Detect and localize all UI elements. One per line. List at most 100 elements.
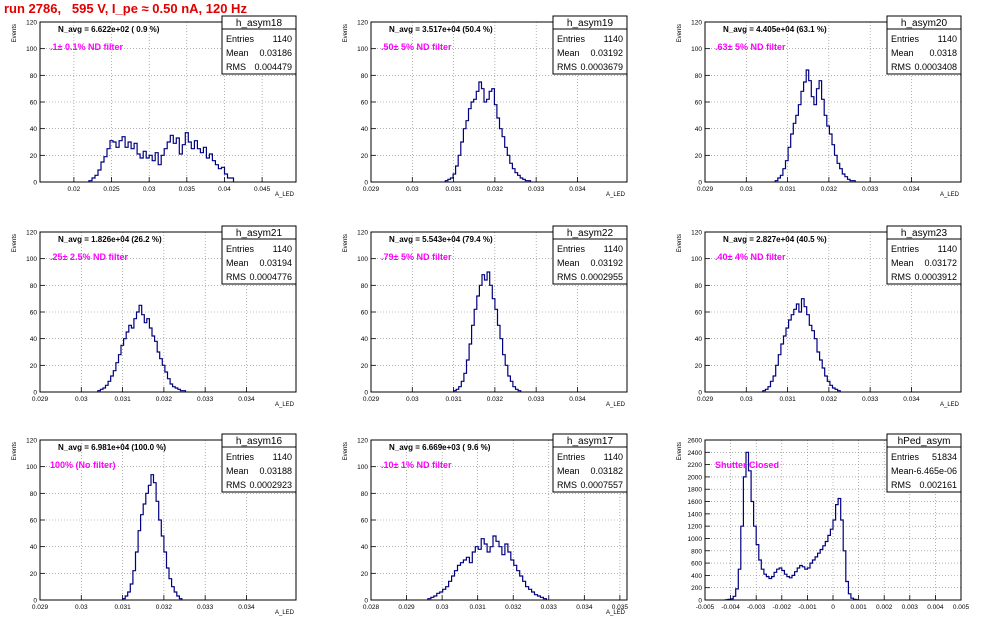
stats-label-entries: Entries (226, 34, 255, 44)
y-tick-label: 40 (361, 544, 369, 551)
x-tick-label: 0.029 (363, 396, 380, 403)
x-tick-label: 0.033 (197, 604, 214, 611)
stats-box (886, 433, 962, 493)
y-tick-label: 40 (361, 336, 369, 343)
stats-box (552, 433, 628, 493)
y-axis-title: Events (12, 234, 18, 252)
y-tick-label: 20 (695, 363, 703, 370)
y-axis-title: Events (12, 24, 18, 42)
y-tick-label: 20 (30, 153, 38, 160)
y-tick-label: 100 (357, 46, 368, 53)
stats-label-rms: RMS (557, 480, 577, 490)
x-tick-label: 0.034 (576, 604, 593, 611)
y-tick-label: 600 (691, 561, 702, 568)
stats-value-entries: 1140 (938, 34, 957, 44)
x-tick-label: 0.034 (903, 396, 920, 403)
y-axis-title: Events (677, 24, 683, 42)
stats-label-entries: Entries (557, 452, 586, 462)
x-tick-label: 0.033 (541, 604, 558, 611)
y-tick-label: 800 (691, 548, 702, 555)
filter-label: .25± 2.5% ND filter (50, 252, 128, 262)
stats-value-entries: 1140 (604, 34, 623, 44)
y-tick-label: 2400 (688, 450, 703, 457)
y-tick-label: 2200 (688, 462, 703, 469)
n-avg-label: N_avg = 3.517e+04 (50.4 %) (389, 25, 493, 34)
x-tick-label: 0.03 (406, 396, 419, 403)
y-tick-label: 0 (33, 180, 37, 187)
stats-label-rms: RMS (891, 480, 911, 490)
x-tick-label: 0.029 (363, 186, 380, 193)
x-tick-label: 0.03 (406, 186, 419, 193)
x-tick-label: 0.004 (927, 604, 944, 611)
y-tick-label: 0 (33, 390, 37, 397)
stats-box (221, 15, 297, 75)
y-tick-label: 1200 (688, 524, 703, 531)
y-tick-label: 60 (695, 100, 703, 107)
x-tick-label: 0.032 (156, 396, 173, 403)
y-tick-label: 120 (691, 230, 702, 237)
y-tick-label: 100 (26, 46, 37, 53)
y-tick-label: 80 (361, 491, 369, 498)
stats-box (221, 433, 297, 493)
y-tick-label: 60 (361, 100, 369, 107)
x-tick-label: 0.02 (68, 186, 81, 193)
stats-box (886, 15, 962, 75)
x-axis-title: A_LED (275, 610, 295, 616)
y-tick-label: 100 (691, 256, 702, 263)
y-tick-label: 80 (30, 283, 38, 290)
y-tick-label: 80 (361, 73, 369, 80)
histogram-name: hPed_asym (898, 436, 951, 447)
y-tick-label: 20 (361, 153, 369, 160)
stats-label-rms: RMS (226, 272, 246, 282)
y-axis-title: Events (343, 442, 349, 460)
y-tick-label: 0 (698, 180, 702, 187)
y-tick-label: 2000 (688, 474, 703, 481)
filter-label: Shutter Closed (715, 460, 779, 470)
x-axis-title: A_LED (275, 402, 295, 408)
x-tick-label: 0.03 (740, 396, 753, 403)
x-tick-label: 0.033 (197, 396, 214, 403)
n-avg-label: N_avg = 4.405e+04 (63.1 %) (723, 25, 827, 34)
histogram-name: h_asym22 (567, 228, 614, 239)
y-tick-label: 120 (26, 230, 37, 237)
y-tick-label: 120 (357, 230, 368, 237)
stats-label-entries: Entries (557, 34, 586, 44)
histogram-name: h_asym23 (901, 228, 948, 239)
x-tick-label: 0.031 (114, 604, 131, 611)
x-tick-label: 0.031 (779, 396, 796, 403)
filter-label: .63± 5% ND filter (715, 42, 786, 52)
stats-label-rms: RMS (226, 480, 246, 490)
y-tick-label: 60 (30, 310, 38, 317)
x-tick-label: 0.031 (445, 186, 462, 193)
stats-label-rms: RMS (891, 62, 911, 72)
y-tick-label: 20 (30, 571, 38, 578)
y-tick-label: 100 (691, 46, 702, 53)
stats-label-rms: RMS (891, 272, 911, 282)
x-tick-label: 0.032 (487, 396, 504, 403)
n-avg-label: N_avg = 6.981e+04 (100.0 %) (58, 443, 166, 452)
filter-label: .79± 5% ND filter (381, 252, 452, 262)
y-tick-label: 60 (361, 518, 369, 525)
x-tick-label: 0.029 (32, 604, 49, 611)
y-tick-label: 40 (695, 336, 703, 343)
filter-label: .1± 0.1% ND filter (50, 42, 123, 52)
stats-label-mean: Mean (891, 466, 914, 476)
y-tick-label: 0 (364, 180, 368, 187)
x-axis-title: A_LED (606, 402, 626, 408)
filter-label: .10± 1% ND filter (381, 460, 452, 470)
stats-box (221, 225, 297, 285)
x-tick-label: 0.029 (697, 186, 714, 193)
y-tick-label: 60 (695, 310, 703, 317)
x-tick-label: 0.005 (953, 604, 970, 611)
n-avg-label: N_avg = 5.543e+04 (79.4 %) (389, 235, 493, 244)
stats-value-mean: 0.0318 (929, 48, 957, 58)
stats-value-rms: 0.0002955 (580, 272, 623, 282)
x-tick-label: 0.045 (254, 186, 271, 193)
x-tick-label: 0.028 (363, 604, 380, 611)
stats-label-rms: RMS (226, 62, 246, 72)
n-avg-label: N_avg = 6.669e+03 ( 9.6 %) (389, 443, 491, 452)
x-tick-label: 0.033 (528, 396, 545, 403)
x-tick-label: 0.033 (862, 186, 879, 193)
y-tick-label: 2600 (688, 438, 703, 445)
x-tick-label: 0.031 (114, 396, 131, 403)
